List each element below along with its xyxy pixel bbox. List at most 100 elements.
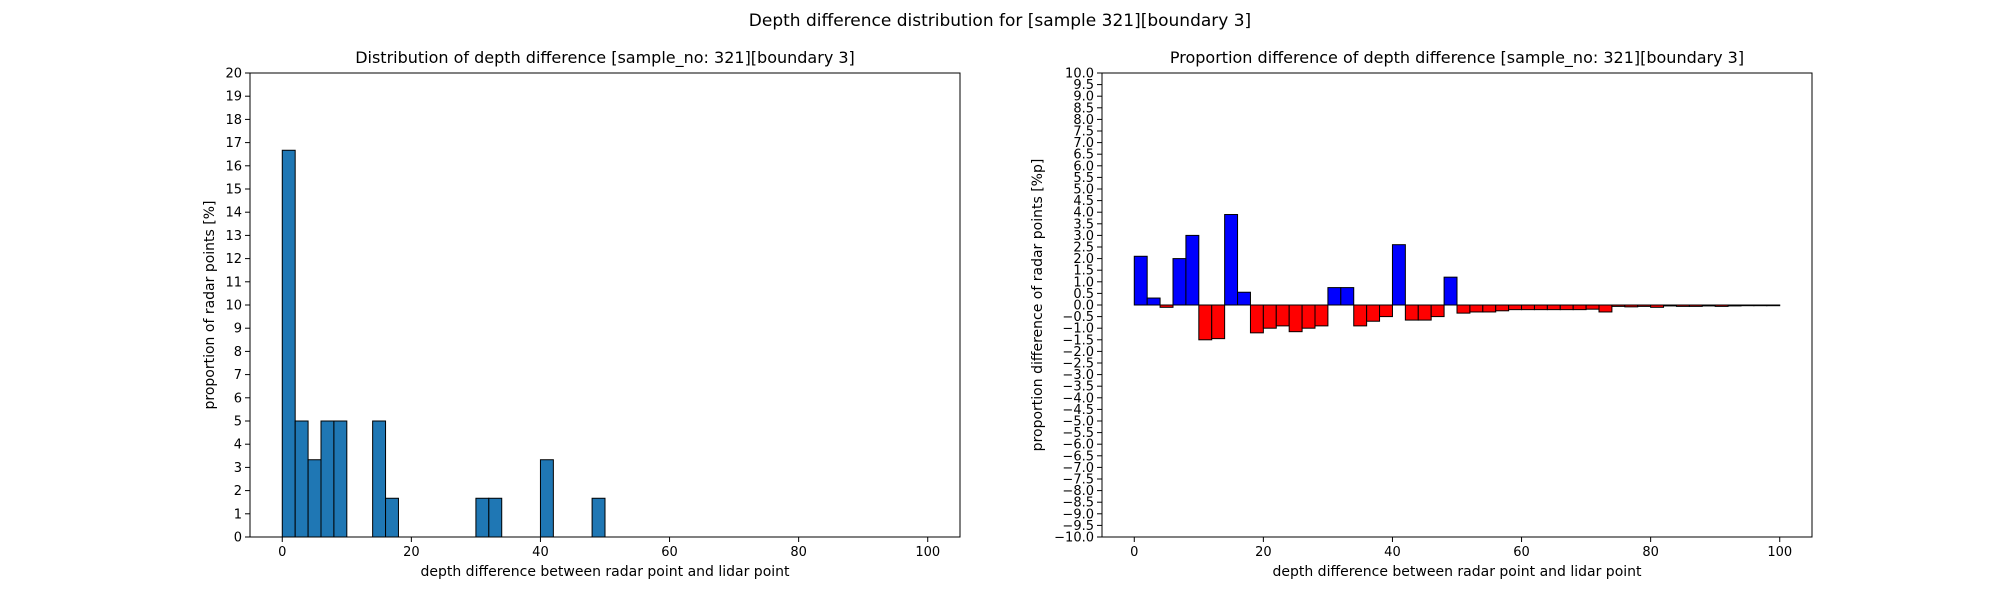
left-bar xyxy=(539,459,554,538)
right-bar xyxy=(1185,234,1200,306)
right-bar xyxy=(1172,258,1187,306)
right-y-tick-label: −1.0 xyxy=(1062,322,1094,337)
right-bar xyxy=(1198,304,1213,341)
right-bar xyxy=(1133,255,1148,306)
left-chart-title: Distribution of depth difference [sample… xyxy=(355,48,855,68)
right-x-tick-label: 80 xyxy=(1642,545,1659,560)
right-bar xyxy=(1727,304,1742,307)
right-bar xyxy=(1598,304,1613,313)
right-bar xyxy=(1237,291,1251,306)
right-bar xyxy=(1611,304,1626,307)
right-y-tick-label: 2.5 xyxy=(1073,241,1094,256)
left-y-tick-label: 1 xyxy=(234,507,242,522)
right-chart-title: Proportion difference of depth differenc… xyxy=(1170,48,1744,68)
right-y-tick-label: 8.0 xyxy=(1073,113,1094,128)
right-y-tick-label: −7.0 xyxy=(1062,461,1094,476)
right-y-tick-label: −0.5 xyxy=(1062,310,1094,325)
right-y-tick-label: −5.5 xyxy=(1062,426,1094,441)
right-y-tick-label: −2.5 xyxy=(1062,357,1094,372)
left-y-tick-label: 19 xyxy=(225,90,242,105)
right-bar xyxy=(1430,304,1445,318)
right-bar xyxy=(1663,304,1677,307)
right-bar xyxy=(1533,304,1548,311)
left-y-tick-label: 6 xyxy=(234,391,242,406)
right-bar xyxy=(1585,304,1600,310)
left-y-tick-label: 13 xyxy=(225,229,242,244)
right-y-tick-label: 4.5 xyxy=(1073,194,1094,209)
right-y-tick-label: −2.0 xyxy=(1062,345,1094,360)
right-x-axis-label: depth difference between radar point and… xyxy=(1272,564,1642,580)
right-y-tick-label: −9.5 xyxy=(1062,519,1094,534)
right-y-tick-label: −6.5 xyxy=(1062,449,1094,464)
right-bar xyxy=(1701,304,1716,307)
right-bar xyxy=(1495,304,1510,312)
right-bar xyxy=(1714,304,1729,307)
right-y-tick-label: 0.5 xyxy=(1073,287,1094,302)
right-y-tick-label: 3.5 xyxy=(1073,217,1094,232)
right-bar xyxy=(1146,297,1161,306)
left-y-tick-label: 18 xyxy=(225,113,242,128)
left-bar xyxy=(333,420,348,538)
right-bar xyxy=(1159,304,1174,308)
right-bar xyxy=(1740,304,1755,307)
left-y-tick-label: 3 xyxy=(234,461,242,476)
left-x-tick-label: 80 xyxy=(790,545,807,560)
right-bar xyxy=(1624,304,1639,308)
right-bar xyxy=(1404,304,1419,321)
left-y-tick-label: 0 xyxy=(234,531,242,546)
left-bar xyxy=(475,497,490,538)
left-y-tick-label: 15 xyxy=(225,183,242,198)
right-y-tick-label: −4.0 xyxy=(1062,391,1094,406)
right-x-tick-label: 0 xyxy=(1130,545,1138,560)
left-x-tick-label: 0 xyxy=(278,545,286,560)
right-y-tick-label: −8.0 xyxy=(1062,484,1094,499)
right-bar xyxy=(1675,304,1690,307)
right-bar xyxy=(1417,304,1432,321)
left-bar xyxy=(281,149,296,538)
left-y-tick-label: 10 xyxy=(225,299,242,314)
right-bar xyxy=(1469,304,1484,313)
left-x-ticks: 0 20 40 60 80 100 xyxy=(278,537,940,560)
right-bar xyxy=(1650,304,1665,308)
right-bar xyxy=(1314,304,1329,327)
left-bar xyxy=(385,497,399,538)
right-bar xyxy=(1521,304,1535,311)
right-bar xyxy=(1637,304,1652,307)
left-y-tick-label: 20 xyxy=(225,67,242,82)
left-y-tick-label: 14 xyxy=(225,206,242,221)
left-y-tick-label: 4 xyxy=(234,438,242,453)
left-axes-frame xyxy=(249,72,961,538)
right-bar xyxy=(1572,304,1587,311)
right-bar xyxy=(1224,214,1239,306)
left-bar xyxy=(591,497,606,538)
right-bar xyxy=(1546,304,1561,311)
right-y-tick-label: −9.0 xyxy=(1062,507,1094,522)
left-y-tick-label: 11 xyxy=(225,275,242,290)
left-y-tick-label: 12 xyxy=(225,252,242,267)
right-bar xyxy=(1288,304,1303,333)
right-bar xyxy=(1559,304,1574,311)
right-y-tick-label: 5.0 xyxy=(1073,183,1094,198)
right-y-tick-label: 0.0 xyxy=(1073,299,1094,314)
left-y-tick-label: 8 xyxy=(234,345,242,360)
right-y-tick-label: 6.0 xyxy=(1073,159,1094,174)
left-histogram-chart: Distribution of depth difference [sample… xyxy=(202,48,961,580)
right-y-tick-label: −1.5 xyxy=(1062,333,1094,348)
right-y-tick-label: 9.0 xyxy=(1073,90,1094,105)
right-y-tick-label: 3.0 xyxy=(1073,229,1094,244)
left-y-tick-label: 5 xyxy=(234,415,242,430)
left-x-tick-label: 40 xyxy=(532,545,549,560)
right-x-tick-label: 60 xyxy=(1513,545,1530,560)
left-y-tick-label: 9 xyxy=(234,322,242,337)
right-bar xyxy=(1688,304,1703,307)
right-bar xyxy=(1275,304,1290,327)
right-y-tick-label: −5.0 xyxy=(1062,415,1094,430)
right-y-tick-label: −8.5 xyxy=(1062,496,1094,511)
right-bar xyxy=(1482,304,1497,313)
left-y-axis-label: proportion of radar points [%] xyxy=(202,200,218,409)
right-y-tick-label: 2.0 xyxy=(1073,252,1094,267)
right-bar xyxy=(1211,304,1226,340)
right-x-tick-label: 20 xyxy=(1255,545,1272,560)
